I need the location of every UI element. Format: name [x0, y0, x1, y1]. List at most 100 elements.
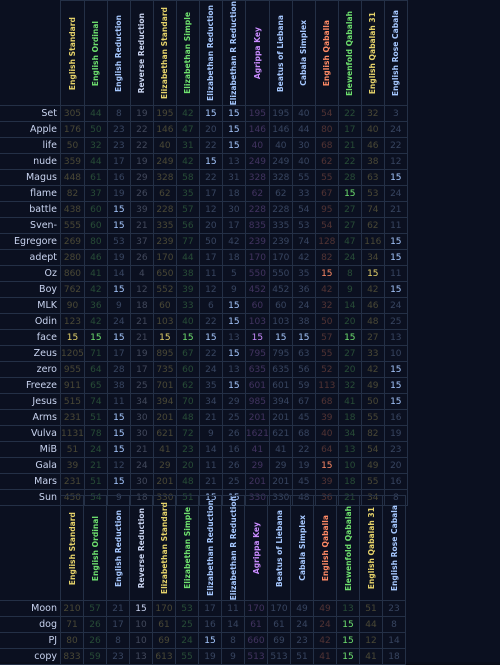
cipher-value-cell: 30 [291, 137, 316, 155]
word-row[interactable]: Oz 860 41 14 4 650 38 11 5 550 550 35 15 8 15 11 [0, 265, 408, 283]
cipher-header[interactable]: English Qabalah 31 [360, 0, 385, 107]
cipher-header[interactable]: Elizabethan Simple [175, 0, 200, 107]
cipher-header[interactable]: Elizabethan Standard [152, 494, 176, 602]
cipher-header[interactable]: Agrippa Key [244, 0, 270, 107]
cipher-header[interactable]: Elizabethan R Reduction [221, 0, 246, 107]
cipher-header[interactable]: Elizabethan Standard [152, 0, 177, 107]
cipher-header[interactable]: English Qaballa [313, 494, 337, 602]
word-row[interactable]: Mars 231 51 15 30 201 48 21 25 201 201 45 39 18 55 16 [0, 473, 408, 491]
cipher-value-cell: 58 [175, 169, 200, 187]
cipher-header[interactable]: Reverse Reduction [129, 0, 154, 107]
cipher-value-cell: 21 [83, 457, 108, 475]
cipher-header[interactable]: English Ordinal [83, 494, 107, 602]
cipher-value-cell: 49 [360, 377, 385, 395]
word-row[interactable]: dog 71 26 17 10 61 25 16 14 61 61 24 24 15 44 8 [0, 616, 406, 634]
cipher-header[interactable]: English Ordinal [83, 0, 108, 107]
cipher-value-cell: 49 [290, 600, 314, 618]
cipher-value-cell: 41 [313, 648, 337, 665]
word-row[interactable]: Freeze 911 65 38 25 701 62 35 15 601 601 59 113 32 49 1… [0, 377, 408, 395]
cipher-header[interactable]: English Standard [60, 0, 85, 107]
cipher-value-cell: 13 [221, 153, 246, 171]
cipher-value-cell: 328 [152, 169, 177, 187]
cipher-value-cell: 15 [221, 345, 246, 363]
cipher-value-cell: 41 [337, 393, 362, 411]
cipher-header[interactable]: English Reduction [106, 494, 130, 602]
cipher-value-cell: 17 [129, 361, 154, 379]
word-row[interactable]: Odin 123 42 24 21 103 40 22 15 103 103 38 50 20 48 25 [0, 313, 408, 331]
cipher-value-cell: 15 [106, 329, 131, 347]
cipher-value-cell: 40 [268, 137, 293, 155]
cipher-value-cell: 8 [106, 632, 130, 650]
cipher-value-cell: 19 [129, 105, 154, 123]
word-row[interactable]: Jesus 515 74 11 34 394 70 34 29 985 394 67 68 41 50 15 [0, 393, 408, 411]
word-row[interactable]: Apple 176 50 23 22 146 47 20 15 146 146 44 80 17 40 24 [0, 121, 408, 139]
cipher-value-cell: 41 [359, 648, 383, 665]
cipher-header[interactable]: Cabala Simplex [291, 0, 316, 107]
cipher-value-cell: 195 [152, 105, 177, 123]
cipher-name: Elizabethan Reduction [205, 500, 215, 597]
word-row[interactable]: flame 82 37 19 26 62 35 17 18 62 62 33 67 15 53 24 [0, 185, 408, 203]
word-row[interactable]: adept 280 46 19 26 170 44 17 18 170 170 42 82 24 34 15 [0, 249, 408, 267]
cipher-value-cell: 328 [268, 169, 293, 187]
word-row[interactable]: Arms 231 51 15 30 201 48 21 25 201 201 45 39 18 55 16 [0, 409, 408, 427]
cipher-value-cell: 26 [221, 425, 246, 443]
cipher-value-cell: 27 [360, 329, 385, 347]
cipher-name: English Qabalah 31 [368, 12, 378, 95]
cipher-value-cell: 452 [244, 281, 270, 299]
word-row[interactable]: Egregore 269 80 53 37 239 77 50 42 239 239 74 128 47 1… [0, 233, 408, 251]
word-row[interactable]: Zeus 1205 71 17 19 895 67 22 15 795 795 63 55 27 33 10 [0, 345, 408, 363]
word-row[interactable]: MLK 90 36 9 18 60 33 6 15 60 60 24 32 14 46 24 [0, 297, 408, 315]
word-row[interactable]: Magus 448 61 16 29 328 58 22 31 328 328 55 55 28 63 15 [0, 169, 408, 187]
cipher-header[interactable]: Elewenfold Qabalah [337, 0, 362, 107]
word-label: copy [0, 648, 61, 665]
cipher-header[interactable]: English Rose Cabala [382, 494, 406, 602]
cipher-value-cell: 15 [337, 329, 362, 347]
word-row[interactable]: Sven- 555 60 15 21 335 56 20 17 835 335 53 54 27 62 11 [0, 217, 408, 235]
cipher-value-cell: 40 [291, 153, 316, 171]
cipher-header[interactable]: English Qabalah 31 [359, 494, 383, 602]
word-row[interactable]: nude 359 44 17 19 249 42 15 13 249 249 40 62 22 38 12 [0, 153, 408, 171]
cipher-header[interactable]: English Standard [60, 494, 84, 602]
word-row[interactable]: PJ 80 26 8 10 69 24 15 8 660 69 23 42 15 12 14 [0, 632, 406, 650]
cipher-value-cell: 24 [383, 297, 408, 315]
word-row[interactable]: Moon 210 57 21 15 170 53 17 11 170 170 49 49 13 51 23 [0, 600, 406, 618]
cipher-header[interactable]: Elizabethan Reduction [198, 494, 222, 602]
cipher-value-cell: 60 [244, 297, 270, 315]
word-row[interactable]: copy 833 59 23 13 613 55 19 9 513 513 51 41 15 41 18 [0, 648, 406, 665]
cipher-value-cell: 51 [83, 473, 108, 491]
cipher-value-cell: 54 [291, 201, 316, 219]
cipher-header[interactable]: Elewenfold Qabalah [336, 494, 360, 602]
cipher-value-cell: 6 [198, 297, 223, 315]
word-row[interactable]: MiB 51 24 15 21 41 23 14 16 41 41 22 64 13 54 23 [0, 441, 408, 459]
cipher-value-cell: 14 [337, 297, 362, 315]
word-row[interactable]: life 50 32 23 22 40 31 22 15 40 40 30 68 21 46 22 [0, 137, 408, 155]
cipher-header[interactable]: English Rose Cabala [383, 0, 408, 107]
cipher-value-cell: 67 [291, 393, 316, 411]
word-row[interactable]: Gala 39 21 12 24 29 20 11 26 29 29 19 15 10 49 20 [0, 457, 408, 475]
cipher-header[interactable]: Elizabethan Reduction [198, 0, 223, 107]
cipher-header[interactable]: English Reduction [106, 0, 131, 107]
cipher-value-cell: 550 [268, 265, 293, 283]
cipher-value-cell: 17 [337, 121, 362, 139]
cipher-value-cell: 37 [83, 185, 108, 203]
cipher-value-cell: 29 [221, 393, 246, 411]
cipher-header[interactable]: English Qaballa [314, 0, 339, 107]
cipher-value-cell: 22 [198, 313, 223, 331]
cipher-header[interactable]: Beatus of Liebana [267, 494, 291, 602]
cipher-header[interactable]: Elizabethan R Reduction [221, 494, 245, 602]
word-row[interactable]: Vulva 1131 78 15 30 621 72 9 26 1621 621 68 40 34 82 19 [0, 425, 408, 443]
cipher-header[interactable]: Beatus of Liebana [268, 0, 293, 107]
word-row[interactable]: Set 305 44 8 19 195 42 15 15 195 195 40 54 22 32 3 [0, 105, 408, 123]
word-row[interactable]: face 15 15 15 21 15 15 15 13 15 15 15 57 15 27 13 [0, 329, 408, 347]
cipher-value-cell: 26 [129, 249, 154, 267]
cipher-header[interactable]: Agrippa Key [244, 494, 268, 602]
cipher-header[interactable]: Cabala Simplex [290, 494, 314, 602]
cipher-value-cell: 210 [60, 600, 84, 618]
cipher-value-cell: 15 [221, 137, 246, 155]
cipher-header[interactable]: Reverse Reduction [129, 494, 153, 602]
cipher-value-cell: 15 [198, 105, 223, 123]
cipher-header[interactable]: Elizabethan Simple [175, 494, 199, 602]
word-row[interactable]: battle 438 60 15 39 228 57 12 30 228 228 54 95 27 74 21 [0, 201, 408, 219]
word-row[interactable]: Boy 762 42 15 12 552 39 12 9 452 452 36 42 9 42 15 [0, 281, 408, 299]
word-row[interactable]: zero 955 64 28 17 735 60 24 13 635 635 56 52 20 42 15 [0, 361, 408, 379]
